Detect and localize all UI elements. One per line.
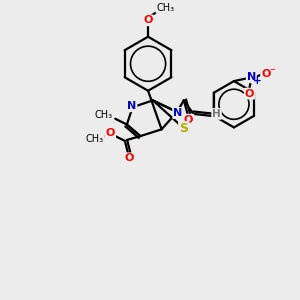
Text: S: S — [179, 122, 188, 135]
Text: N: N — [173, 108, 183, 118]
Text: O: O — [184, 115, 193, 125]
Text: N: N — [247, 72, 256, 82]
Text: N: N — [127, 101, 136, 111]
Text: CH₃: CH₃ — [94, 110, 113, 120]
Text: N: N — [173, 108, 183, 118]
Text: S: S — [179, 122, 188, 135]
Text: +: + — [253, 76, 262, 86]
Text: O: O — [261, 69, 271, 80]
Text: CH₃: CH₃ — [156, 3, 175, 13]
Text: O: O — [143, 15, 153, 25]
Text: O: O — [245, 88, 254, 99]
Text: CH₃: CH₃ — [86, 134, 104, 144]
Text: O: O — [106, 128, 115, 138]
Text: N: N — [127, 101, 136, 111]
Text: ⁻: ⁻ — [270, 68, 275, 77]
Text: H: H — [212, 109, 221, 119]
Text: O: O — [124, 153, 134, 163]
